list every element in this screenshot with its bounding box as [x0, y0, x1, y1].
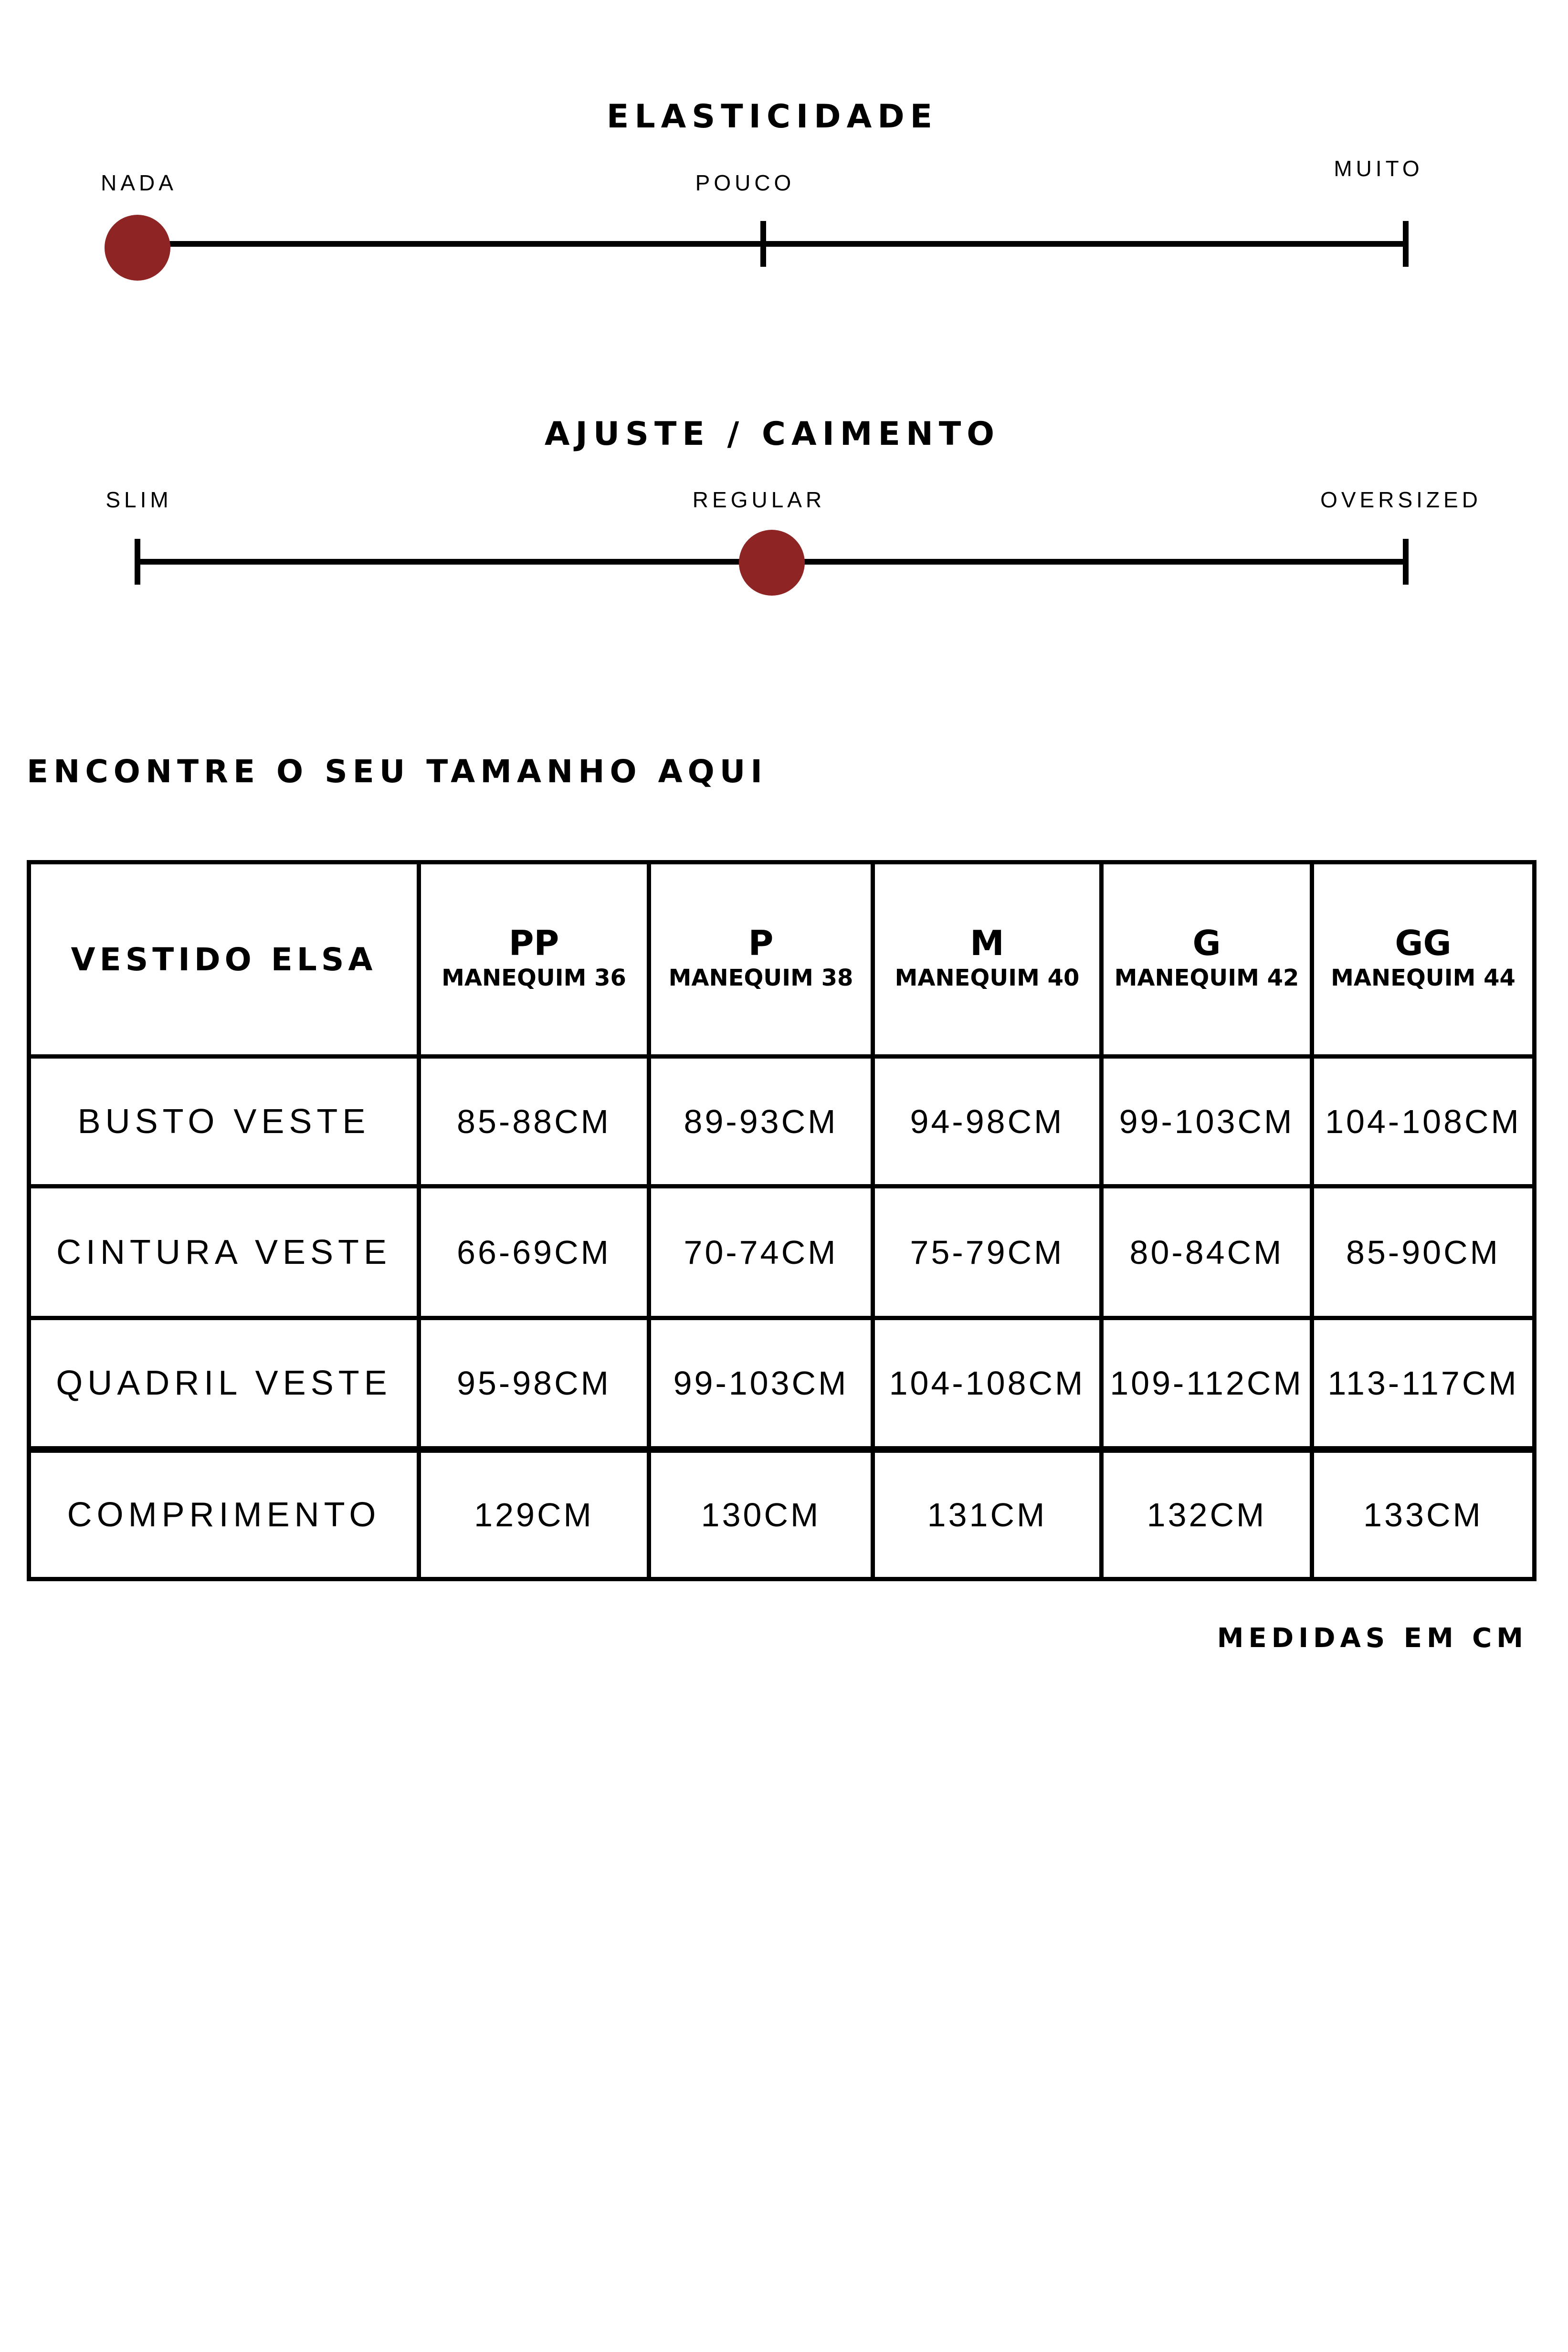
elasticity-tick-mid: [760, 221, 766, 267]
measure-cell: 99-103CM: [1099, 1054, 1314, 1188]
measure-cell: 113-117CM: [1310, 1316, 1536, 1451]
size-label: GG: [1395, 923, 1452, 963]
mannequin-label: MANEQUIM 36: [442, 965, 626, 991]
elasticity-indicator: [105, 215, 170, 281]
table-row: COMPRIMENTO 129CM 130CM 131CM 132CM 133C…: [27, 1447, 1536, 1581]
fit-label-oversized: OVERSIZED: [1320, 487, 1482, 512]
mannequin-label: MANEQUIM 40: [894, 965, 1080, 991]
measure-cell: 132CM: [1099, 1447, 1314, 1581]
measure-cell: 104-108CM: [1310, 1054, 1536, 1188]
table-row: QUADRIL VESTE 95-98CM 99-103CM 104-108CM…: [27, 1316, 1536, 1451]
measure-cell: 89-93CM: [647, 1054, 875, 1188]
elasticity-label-nada: NADA: [101, 170, 177, 195]
measure-cell: 85-88CM: [417, 1054, 651, 1188]
elasticity-label-pouco: POUCO: [695, 170, 795, 195]
table-header-row: VESTIDO ELSA PP MANEQUIM 36 P MANEQUIM 38 …: [27, 860, 1536, 1059]
fit-label-slim: SLIM: [105, 487, 172, 512]
size-column-header: GG MANEQUIM 44: [1310, 860, 1536, 1059]
measure-cell: 66-69CM: [417, 1184, 651, 1320]
elasticity-track: [137, 241, 1409, 247]
fit-label-regular: REGULAR: [692, 487, 826, 512]
row-label: COMPRIMENTO: [27, 1447, 421, 1581]
measure-cell: 94-98CM: [871, 1054, 1104, 1188]
measure-cell: 109-112CM: [1099, 1316, 1314, 1451]
measure-cell: 75-79CM: [871, 1184, 1104, 1320]
measure-cell: 70-74CM: [647, 1184, 875, 1320]
table-row: BUSTO VESTE 85-88CM 89-93CM 94-98CM 99-1…: [27, 1054, 1536, 1188]
table-row: CINTURA VESTE 66-69CM 70-74CM 75-79CM 80…: [27, 1184, 1536, 1320]
fit-indicator: [738, 530, 805, 596]
product-name: VESTIDO ELSA: [27, 860, 421, 1059]
elasticity-title: ELASTICIDADE: [606, 98, 938, 136]
row-label: QUADRIL VESTE: [27, 1316, 421, 1451]
elasticity-tick-end: [1403, 221, 1409, 267]
measure-cell: 85-90CM: [1310, 1184, 1536, 1320]
mannequin-label: MANEQUIM 38: [668, 965, 853, 991]
measure-cell: 130CM: [647, 1447, 875, 1581]
measure-cell: 99-103CM: [647, 1316, 875, 1451]
row-label: CINTURA VESTE: [27, 1184, 421, 1320]
size-table-heading: ENCONTRE O SEU TAMANHO AQUI: [27, 753, 768, 790]
size-column-header: M MANEQUIM 40: [871, 860, 1104, 1059]
size-column-header: G MANEQUIM 42: [1099, 860, 1314, 1059]
fit-tick-end: [1403, 539, 1409, 585]
measure-cell: 133CM: [1310, 1447, 1536, 1581]
elasticity-label-muito: MUITO: [1334, 156, 1423, 181]
row-label: BUSTO VESTE: [27, 1054, 421, 1188]
measure-cell: 95-98CM: [417, 1316, 651, 1451]
fit-title: AJUSTE / CAIMENTO: [544, 415, 1000, 453]
size-column-header: P MANEQUIM 38: [647, 860, 875, 1059]
size-table: VESTIDO ELSA PP MANEQUIM 36 P MANEQUIM 38 …: [27, 860, 1536, 1581]
size-column-header: PP MANEQUIM 36: [417, 860, 651, 1059]
size-label: M: [970, 923, 1004, 963]
mannequin-label: MANEQUIM 44: [1331, 965, 1515, 991]
size-label: G: [1192, 923, 1221, 963]
size-label: P: [748, 923, 774, 963]
measure-cell: 104-108CM: [871, 1316, 1104, 1451]
measurement-unit-note: MEDIDAS EM CM: [1217, 1623, 1528, 1654]
measure-cell: 131CM: [871, 1447, 1104, 1581]
fit-tick-start: [135, 539, 140, 585]
measure-cell: 80-84CM: [1099, 1184, 1314, 1320]
measure-cell: 129CM: [417, 1447, 651, 1581]
size-label: PP: [508, 923, 559, 963]
mannequin-label: MANEQUIM 42: [1114, 965, 1299, 991]
